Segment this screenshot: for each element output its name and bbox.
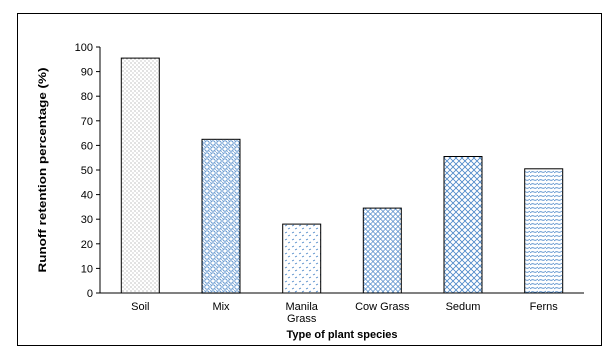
chart-frame: Soil Mix Manila Grass Cow Grass Sedum Ferns 0 10… — [17, 13, 602, 346]
y-tick-label: 80 — [81, 91, 93, 103]
bar-manila-grass — [282, 223, 322, 294]
y-tick-label: 0 — [87, 288, 93, 300]
bar-chart: Soil Mix Manila Grass Cow Grass Sedum Ferns 0 10… — [37, 42, 584, 341]
x-tick-label: Manila Grass — [285, 301, 318, 325]
bar-ferns — [524, 168, 564, 294]
y-tick-label: 60 — [81, 140, 93, 152]
bar-soil — [120, 57, 160, 294]
y-tick-label: 30 — [81, 214, 93, 226]
bar-cow-grass — [362, 207, 402, 294]
y-tick-label: 100 — [75, 42, 93, 54]
x-axis-title: Type of plant species — [286, 329, 397, 341]
y-tick-label: 10 — [81, 263, 93, 275]
x-tick-label: Mix — [212, 301, 230, 313]
x-tick-label: Ferns — [530, 301, 559, 313]
y-tick-label: 20 — [81, 239, 93, 251]
x-tick-label: Sedum — [446, 301, 481, 313]
y-tick-label: 90 — [81, 67, 93, 79]
bar-mix — [201, 138, 241, 294]
y-tick-label: 70 — [81, 116, 93, 128]
x-tick-label: Cow Grass — [355, 301, 410, 313]
bar-sedum — [443, 156, 483, 294]
y-tick-label: 40 — [81, 190, 93, 202]
x-tick-label: Soil — [131, 301, 149, 313]
y-tick-label: 50 — [81, 165, 93, 177]
y-axis-title: Runoff retention percentage (%) — [37, 67, 49, 272]
